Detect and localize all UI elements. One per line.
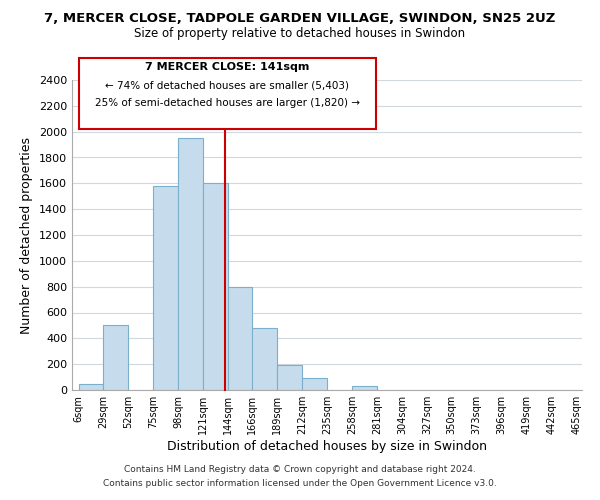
Bar bbox=[154, 186, 178, 390]
Bar bbox=[252, 328, 277, 390]
Bar bbox=[302, 378, 327, 390]
X-axis label: Distribution of detached houses by size in Swindon: Distribution of detached houses by size … bbox=[167, 440, 487, 453]
Text: 7, MERCER CLOSE, TADPOLE GARDEN VILLAGE, SWINDON, SN25 2UZ: 7, MERCER CLOSE, TADPOLE GARDEN VILLAGE,… bbox=[44, 12, 556, 26]
Text: ← 74% of detached houses are smaller (5,403): ← 74% of detached houses are smaller (5,… bbox=[105, 80, 349, 90]
Bar bbox=[228, 286, 252, 390]
Y-axis label: Number of detached properties: Number of detached properties bbox=[20, 136, 34, 334]
Bar bbox=[79, 384, 103, 390]
Text: Size of property relative to detached houses in Swindon: Size of property relative to detached ho… bbox=[134, 28, 466, 40]
Bar bbox=[203, 184, 228, 390]
Bar bbox=[352, 386, 377, 390]
Bar bbox=[277, 366, 302, 390]
Text: Contains HM Land Registry data © Crown copyright and database right 2024.
Contai: Contains HM Land Registry data © Crown c… bbox=[103, 466, 497, 487]
Bar bbox=[178, 138, 203, 390]
Text: 7 MERCER CLOSE: 141sqm: 7 MERCER CLOSE: 141sqm bbox=[145, 62, 310, 72]
Text: 25% of semi-detached houses are larger (1,820) →: 25% of semi-detached houses are larger (… bbox=[95, 98, 359, 108]
Bar bbox=[103, 326, 128, 390]
